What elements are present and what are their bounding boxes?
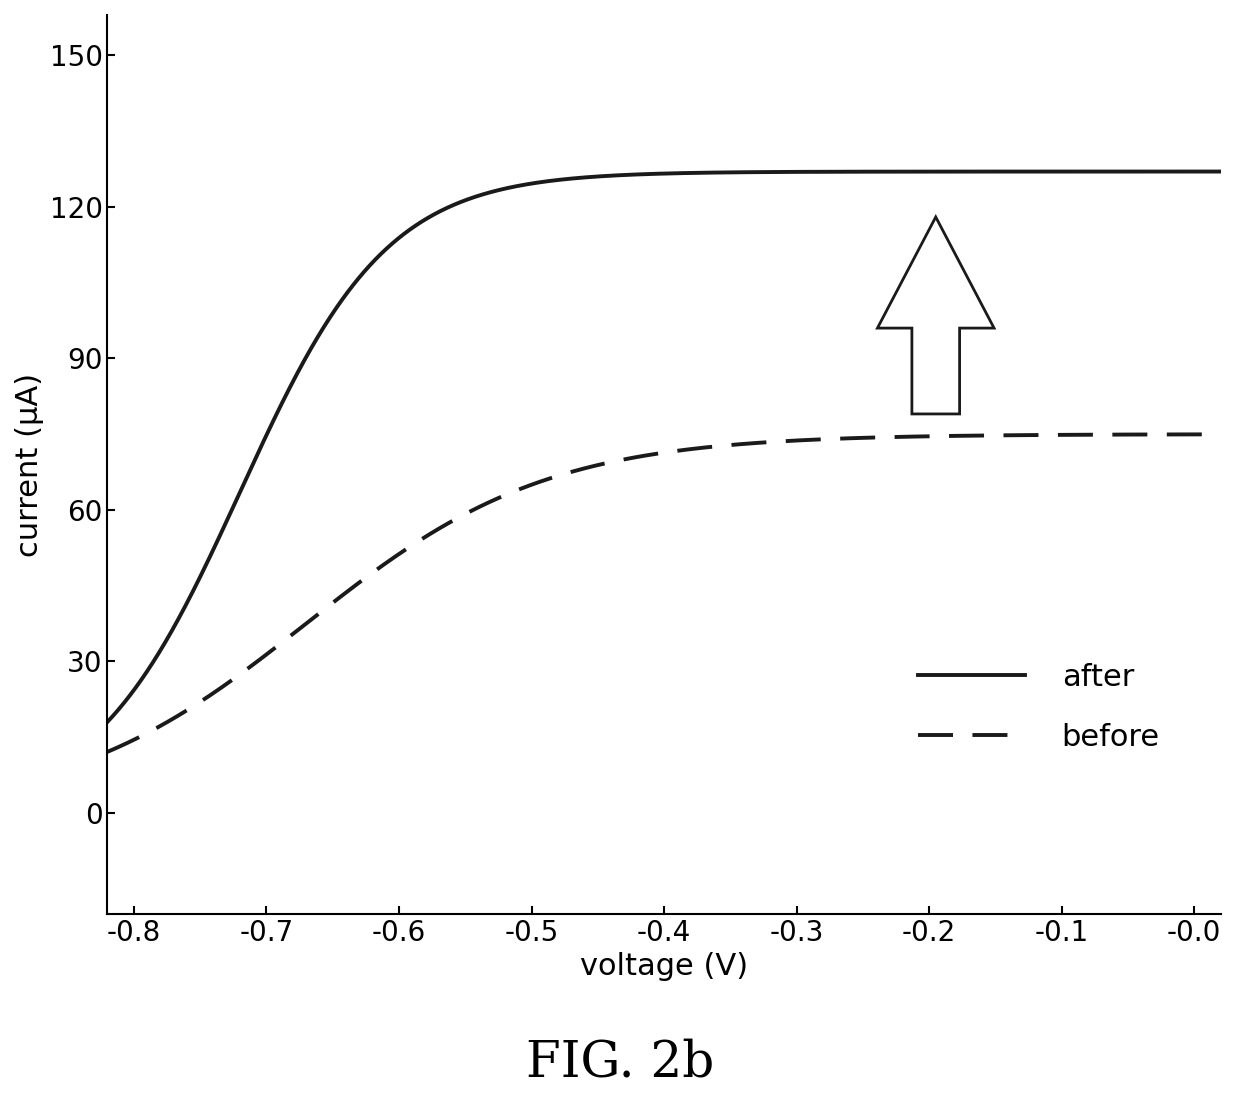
Text: FIG. 2b: FIG. 2b bbox=[526, 1038, 714, 1087]
Line: before: before bbox=[108, 434, 1220, 752]
after bbox=[1071, 165, 1086, 178]
X-axis label: voltage (V): voltage (V) bbox=[580, 952, 748, 981]
after bbox=[1213, 165, 1228, 178]
before bbox=[527, 477, 542, 490]
before bbox=[1192, 427, 1207, 441]
after bbox=[100, 715, 115, 728]
Y-axis label: current (μA): current (μA) bbox=[15, 372, 43, 557]
after bbox=[1192, 165, 1207, 178]
after bbox=[293, 361, 308, 374]
after bbox=[527, 176, 542, 189]
Polygon shape bbox=[878, 217, 994, 414]
after bbox=[227, 498, 242, 511]
Legend: after, before: after, before bbox=[906, 651, 1172, 764]
before bbox=[227, 672, 242, 685]
before bbox=[575, 463, 590, 476]
Line: after: after bbox=[108, 172, 1220, 722]
before bbox=[293, 621, 308, 634]
before bbox=[100, 745, 115, 758]
before bbox=[1071, 428, 1086, 442]
before bbox=[1213, 427, 1228, 441]
after bbox=[575, 170, 590, 184]
